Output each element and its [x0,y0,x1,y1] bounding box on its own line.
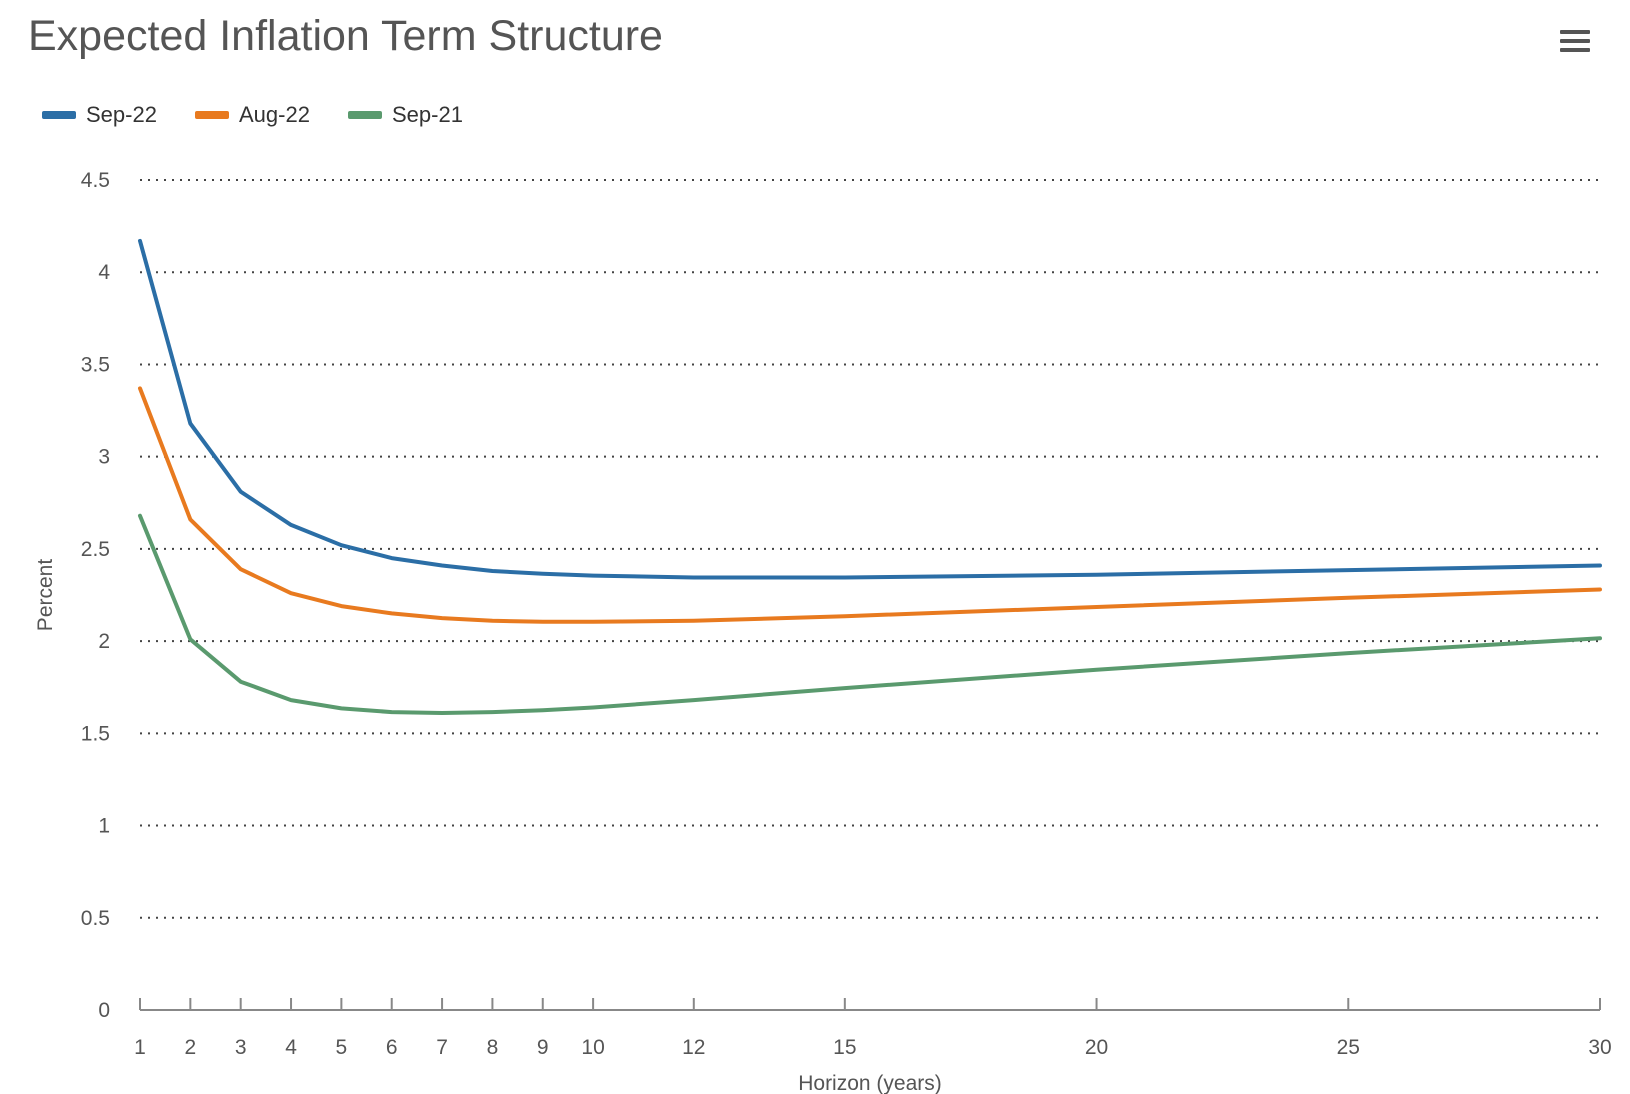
x-axis-ticks: 1 2 3 4 5 6 7 8 9 10 12 15 20 25 30 [134,998,1612,1059]
x-tick-label: 10 [581,1036,604,1059]
legend-swatch-sep-22 [42,111,76,119]
legend-swatch-sep-21 [348,111,382,119]
y-tick-label: 3 [98,446,110,469]
x-tick-label: 6 [386,1036,398,1059]
y-tick-label: 1 [98,815,110,838]
menu-bar [1560,39,1590,43]
y-axis-ticks: 0 0.5 1 1.5 2 2.5 3 3.5 4 4.5 [81,169,111,1022]
x-tick-label: 12 [682,1036,705,1059]
y-tick-label: 0 [98,999,110,1022]
x-tick-label: 20 [1085,1036,1108,1059]
y-tick-label: 2 [98,630,110,653]
gridlines [140,179,1600,919]
x-tick-label: 1 [134,1036,146,1059]
x-tick-label: 30 [1588,1036,1611,1059]
y-axis-title: Percent [34,559,57,632]
x-tick-label: 4 [285,1036,297,1059]
y-tick-label: 3.5 [81,353,110,376]
y-tick-label: 4.5 [81,169,110,192]
series-line-sep-21[interactable] [138,513,1602,715]
menu-bar [1560,30,1590,34]
series-lines [138,238,1602,715]
x-tick-label: 9 [537,1036,549,1059]
legend-swatch-aug-22 [195,111,229,119]
legend-label-sep-22: Sep-22 [86,102,157,127]
legend-label-aug-22: Aug-22 [239,102,310,127]
chart-title: Expected Inflation Term Structure [28,12,663,60]
series-line-aug-22[interactable] [138,386,1602,624]
x-tick-label: 8 [487,1036,499,1059]
legend-label-sep-21: Sep-21 [392,102,463,127]
x-tick-label: 7 [436,1036,448,1059]
x-tick-label: 2 [185,1036,197,1059]
x-tick-label: 25 [1337,1036,1360,1059]
y-tick-label: 0.5 [81,907,110,930]
y-tick-label: 4 [98,261,110,284]
menu-bar [1560,48,1590,52]
series-line-sep-22[interactable] [138,238,1602,580]
hamburger-menu-icon[interactable] [1554,26,1594,60]
y-tick-label: 1.5 [81,722,110,745]
x-tick-label: 3 [235,1036,247,1059]
y-tick-label: 2.5 [81,538,110,561]
x-axis-title: Horizon (years) [798,1072,942,1094]
x-tick-label: 5 [336,1036,348,1059]
x-tick-label: 15 [833,1036,856,1059]
